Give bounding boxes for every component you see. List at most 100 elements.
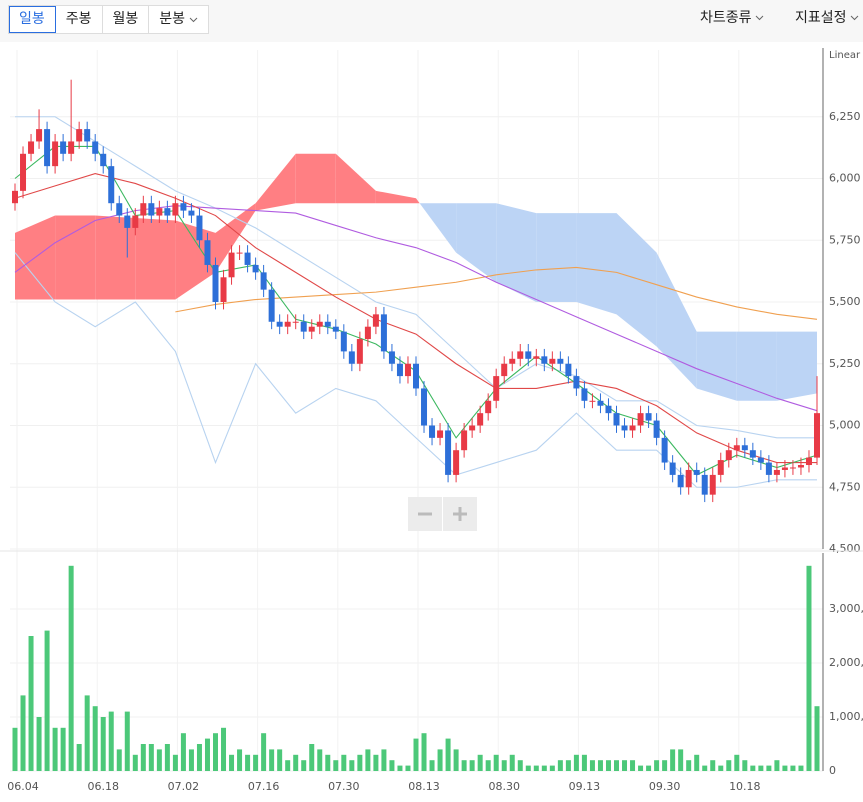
candle-body	[116, 203, 123, 216]
candle-body	[156, 208, 163, 216]
candle-body	[525, 351, 532, 359]
volume-bar	[461, 760, 467, 771]
volume-bar	[437, 749, 443, 771]
volume-bar	[221, 727, 227, 771]
x-tick-label: 10.18	[729, 780, 761, 793]
volume-bar	[565, 760, 571, 771]
chart-type-menu[interactable]: 차트종류	[700, 7, 764, 29]
candle-body	[533, 356, 540, 359]
candle-body	[581, 388, 588, 401]
cloud-segment	[215, 203, 256, 273]
volume-bar	[172, 754, 178, 771]
x-tick-label: 07.30	[328, 780, 360, 793]
volume-bar	[237, 749, 243, 771]
volume-bar	[694, 754, 700, 771]
candle-body	[188, 210, 195, 216]
volume-bar	[477, 754, 483, 771]
cloud-segment	[335, 153, 376, 204]
candle-body	[781, 467, 788, 470]
candle-body	[356, 339, 363, 364]
candle-body	[429, 425, 436, 438]
volume-bar	[638, 765, 644, 771]
candles	[12, 79, 820, 503]
volume-bar	[421, 733, 427, 771]
volume-bar	[742, 760, 748, 771]
candle-body	[316, 321, 323, 327]
candle-body	[589, 400, 596, 402]
candle-body	[605, 405, 612, 414]
candle-body	[388, 351, 395, 364]
volume-bar	[164, 744, 170, 771]
candle-body	[180, 203, 187, 211]
y-tick-label: 0	[829, 764, 836, 777]
candle-body	[461, 430, 468, 451]
period-button[interactable]: 일봉	[9, 6, 56, 33]
candle-body	[493, 376, 500, 401]
volume-bars	[12, 565, 820, 771]
volume-bar	[670, 749, 676, 771]
candle-body	[749, 450, 756, 458]
candle-body	[693, 469, 700, 475]
indicator-line	[15, 116, 817, 439]
candle-body	[164, 208, 171, 216]
volume-bar	[12, 727, 18, 771]
volume-bar	[662, 760, 668, 771]
candle-body	[805, 457, 812, 466]
x-tick-label: 06.18	[87, 780, 119, 793]
volume-bar	[501, 760, 507, 771]
candle-body	[701, 474, 708, 495]
y-tick-label: 5,500	[829, 295, 861, 308]
candle-body	[100, 153, 107, 167]
candle-body	[76, 129, 83, 142]
candle-body	[396, 363, 403, 377]
period-button[interactable]: 주봉	[56, 6, 103, 33]
candle-body	[469, 425, 476, 431]
chart: 4,500 4,750 5,000 5,250 5,500 5,750 6,000 6,250…	[0, 48, 863, 793]
candle-body	[509, 358, 516, 364]
candle-body	[236, 252, 243, 254]
volume-bar	[381, 749, 387, 771]
candle-body	[477, 413, 484, 426]
volume-bar	[405, 765, 411, 771]
candle-body	[541, 356, 548, 364]
period-button[interactable]: 분봉	[149, 6, 208, 33]
candle-body	[12, 190, 18, 204]
volume-bar	[798, 765, 804, 771]
volume-bar	[790, 765, 796, 771]
candle-body	[204, 240, 211, 265]
period-button[interactable]: 월봉	[103, 6, 150, 33]
candle-body	[108, 166, 115, 204]
cloud-segment	[456, 203, 497, 283]
cloud-segment	[776, 331, 817, 401]
volume-bar	[148, 744, 154, 771]
cloud-segment	[576, 213, 617, 315]
volume-bar	[261, 733, 267, 771]
cloud-segment	[416, 198, 420, 204]
volume-bar	[36, 717, 42, 771]
volume-bar	[509, 754, 515, 771]
volume-bar	[525, 765, 531, 771]
label: 지표설정	[795, 10, 847, 26]
volume-bar	[389, 760, 395, 771]
candle-body	[725, 450, 732, 461]
volume-bar	[180, 733, 186, 771]
period-group: 일봉 주봉 월봉 분봉	[8, 5, 210, 34]
volume-bar	[140, 744, 146, 771]
indicator-menu[interactable]: 지표설정	[795, 7, 859, 29]
volume-bar	[581, 754, 587, 771]
volume-bar	[429, 760, 435, 771]
candle-body	[621, 425, 628, 431]
candle-body	[284, 321, 291, 327]
volume-bar	[44, 630, 50, 771]
candle-body	[597, 400, 604, 406]
x-tick-label: 07.16	[248, 780, 280, 793]
volume-bar	[702, 765, 708, 771]
candle-body	[300, 321, 307, 332]
label: 차트종류	[700, 10, 752, 26]
candle-body	[517, 351, 524, 359]
volume-bar	[92, 706, 98, 771]
candle-body	[629, 425, 636, 431]
volume-bar	[597, 760, 603, 771]
candle-body	[196, 215, 203, 241]
